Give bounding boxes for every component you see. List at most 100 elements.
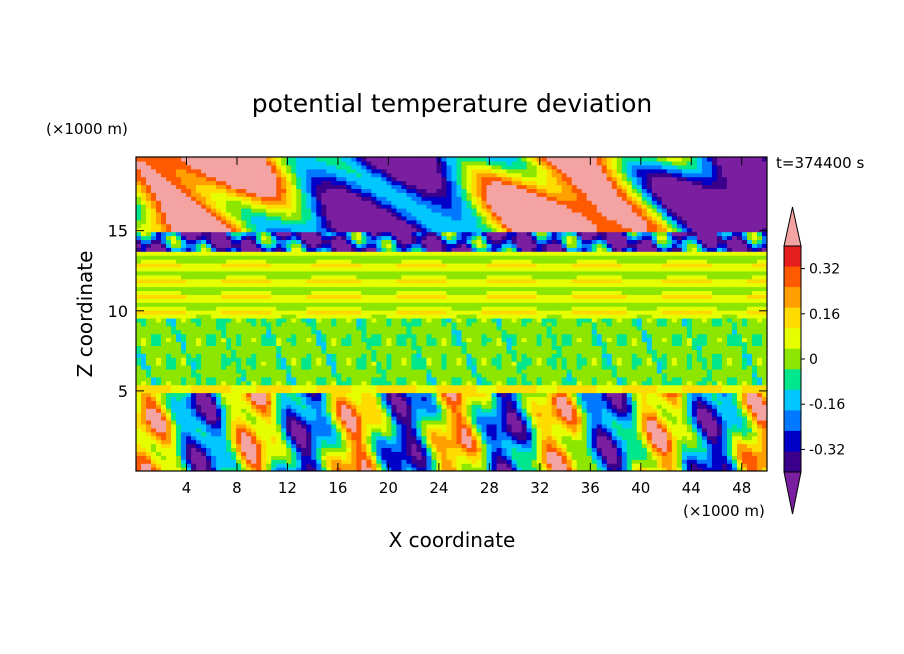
field-cell xyxy=(391,333,398,339)
field-cell xyxy=(576,431,583,437)
field-cell xyxy=(451,451,458,456)
field-cell xyxy=(471,423,478,429)
field-cell xyxy=(646,423,653,429)
field-cell xyxy=(201,443,207,449)
field-cell xyxy=(346,337,352,343)
field-cell xyxy=(751,384,758,390)
field-cell xyxy=(611,368,618,374)
field-cell xyxy=(756,459,763,464)
field-cell xyxy=(696,459,703,464)
field-cell xyxy=(341,396,347,401)
field-cell xyxy=(716,333,723,339)
field-cell xyxy=(411,349,418,354)
field-cell xyxy=(296,337,302,343)
field-cell xyxy=(656,361,663,366)
field-cell xyxy=(271,447,277,452)
field-cell xyxy=(281,329,287,335)
field-cell xyxy=(191,357,197,362)
field-cell xyxy=(536,419,543,425)
field-cell xyxy=(326,416,332,421)
field-cell xyxy=(631,404,638,409)
field-cell xyxy=(761,392,767,398)
field-cell xyxy=(571,317,578,323)
field-cell xyxy=(461,384,468,390)
field-cell xyxy=(171,357,177,362)
field-cell xyxy=(756,345,763,350)
field-cell xyxy=(506,321,513,327)
field-cell xyxy=(391,423,398,429)
field-cell xyxy=(461,439,468,445)
field-cell xyxy=(746,349,753,354)
field-cell xyxy=(711,329,718,335)
field-cell xyxy=(306,341,312,346)
field-cell xyxy=(436,443,443,449)
field-cell xyxy=(576,447,583,452)
field-cell xyxy=(326,376,332,382)
field-cell xyxy=(271,329,277,335)
field-cell xyxy=(546,372,553,378)
field-cell xyxy=(646,361,653,366)
field-cell xyxy=(401,376,408,382)
field-cell xyxy=(316,368,322,374)
field-cell xyxy=(716,439,723,445)
field-cell xyxy=(541,341,548,346)
field-cell xyxy=(706,368,713,374)
field-cell xyxy=(136,353,142,358)
field-cell xyxy=(561,380,568,386)
field-cell xyxy=(731,353,738,358)
field-cell xyxy=(516,423,523,429)
field-cell xyxy=(226,388,232,394)
field-cell xyxy=(376,423,382,429)
field-cell xyxy=(261,321,267,327)
field-cell xyxy=(726,345,733,350)
field-cell xyxy=(161,321,167,327)
field-cell xyxy=(446,419,453,425)
field-cell xyxy=(471,357,478,362)
field-cell xyxy=(691,392,698,398)
field-cell xyxy=(501,467,508,471)
field-cell xyxy=(666,349,673,354)
field-cell xyxy=(611,341,618,346)
field-cell xyxy=(361,435,367,441)
field-cell xyxy=(561,439,568,445)
field-cell xyxy=(556,325,563,331)
field-cell xyxy=(566,349,573,354)
field-cell xyxy=(376,396,382,401)
field-cell xyxy=(406,408,413,413)
field-cell xyxy=(686,368,693,374)
field-cell xyxy=(266,337,272,343)
field-cell xyxy=(431,353,438,358)
field-cell xyxy=(691,341,698,346)
field-cell xyxy=(601,396,608,401)
field-cell xyxy=(526,419,533,425)
field-cell xyxy=(461,408,468,413)
field-cell xyxy=(536,416,543,421)
field-cell xyxy=(291,365,297,370)
field-cell xyxy=(681,325,688,331)
field-cell xyxy=(191,368,197,374)
field-cell xyxy=(666,345,673,350)
field-cell xyxy=(326,435,332,441)
field-cell xyxy=(271,416,277,421)
field-cell xyxy=(246,317,252,323)
field-cell xyxy=(346,329,352,335)
field-cell xyxy=(136,361,142,366)
field-cell xyxy=(326,443,332,449)
field-cell xyxy=(546,345,553,350)
field-cell xyxy=(711,365,718,370)
field-cell xyxy=(371,372,377,378)
field-cell xyxy=(651,443,658,449)
field-cell xyxy=(396,396,403,401)
field-cell xyxy=(186,321,192,327)
field-cell xyxy=(511,467,518,471)
field-cell xyxy=(156,408,162,413)
field-cell xyxy=(231,368,237,374)
field-cell xyxy=(556,451,563,456)
field-cell xyxy=(256,404,262,409)
field-cell xyxy=(581,455,588,460)
field-cell xyxy=(536,361,543,366)
field-cell xyxy=(251,368,257,374)
field-cell xyxy=(211,408,217,413)
field-cell xyxy=(626,435,633,441)
field-cell xyxy=(751,368,758,374)
